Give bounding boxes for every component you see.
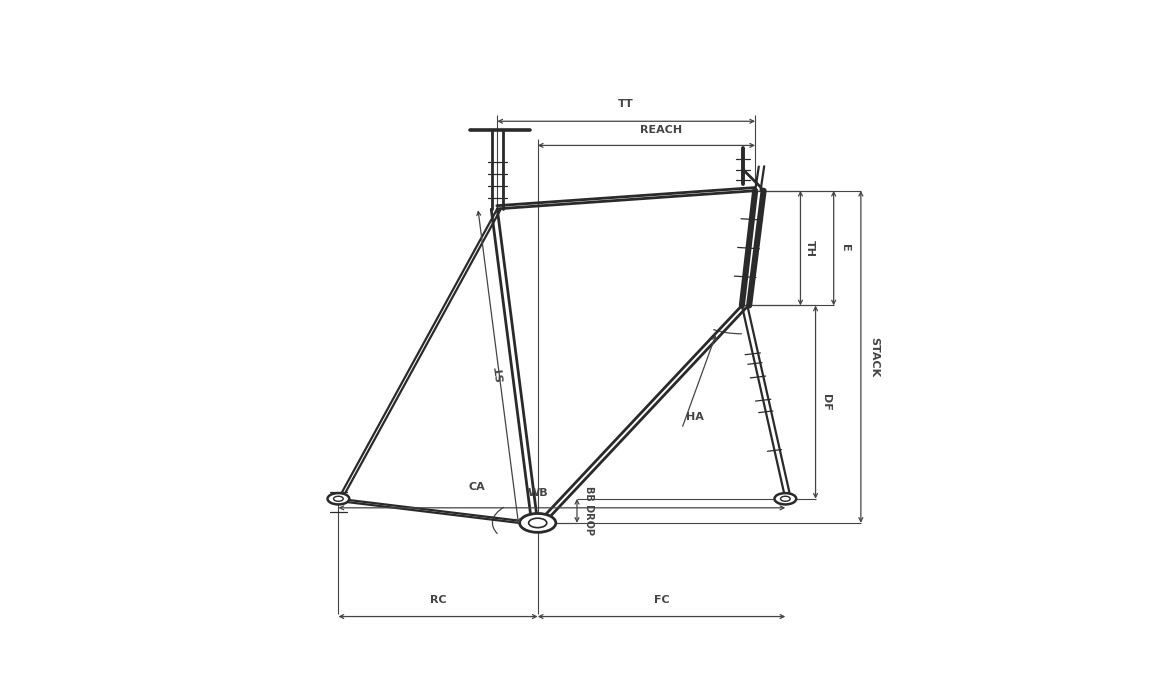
Text: TH: TH [805, 239, 815, 257]
Ellipse shape [327, 493, 349, 504]
Ellipse shape [775, 493, 796, 504]
Text: BXT: BXT [1017, 15, 1134, 67]
Text: WB: WB [528, 488, 548, 498]
Ellipse shape [529, 518, 546, 528]
Ellipse shape [520, 514, 556, 532]
Text: HA: HA [686, 412, 704, 422]
Text: Size Chart: Size Chart [21, 19, 293, 64]
Text: FC: FC [654, 595, 669, 604]
Ellipse shape [781, 496, 790, 501]
Text: REACH: REACH [640, 126, 682, 135]
Text: TT: TT [618, 99, 635, 109]
Text: RC: RC [429, 595, 447, 604]
Text: CA: CA [469, 482, 486, 492]
Text: BB DROP: BB DROP [585, 486, 594, 535]
Text: E: E [840, 244, 849, 252]
Text: DF: DF [821, 394, 832, 410]
Ellipse shape [334, 496, 343, 501]
Text: STACK: STACK [869, 337, 879, 377]
Text: ST: ST [494, 366, 506, 382]
